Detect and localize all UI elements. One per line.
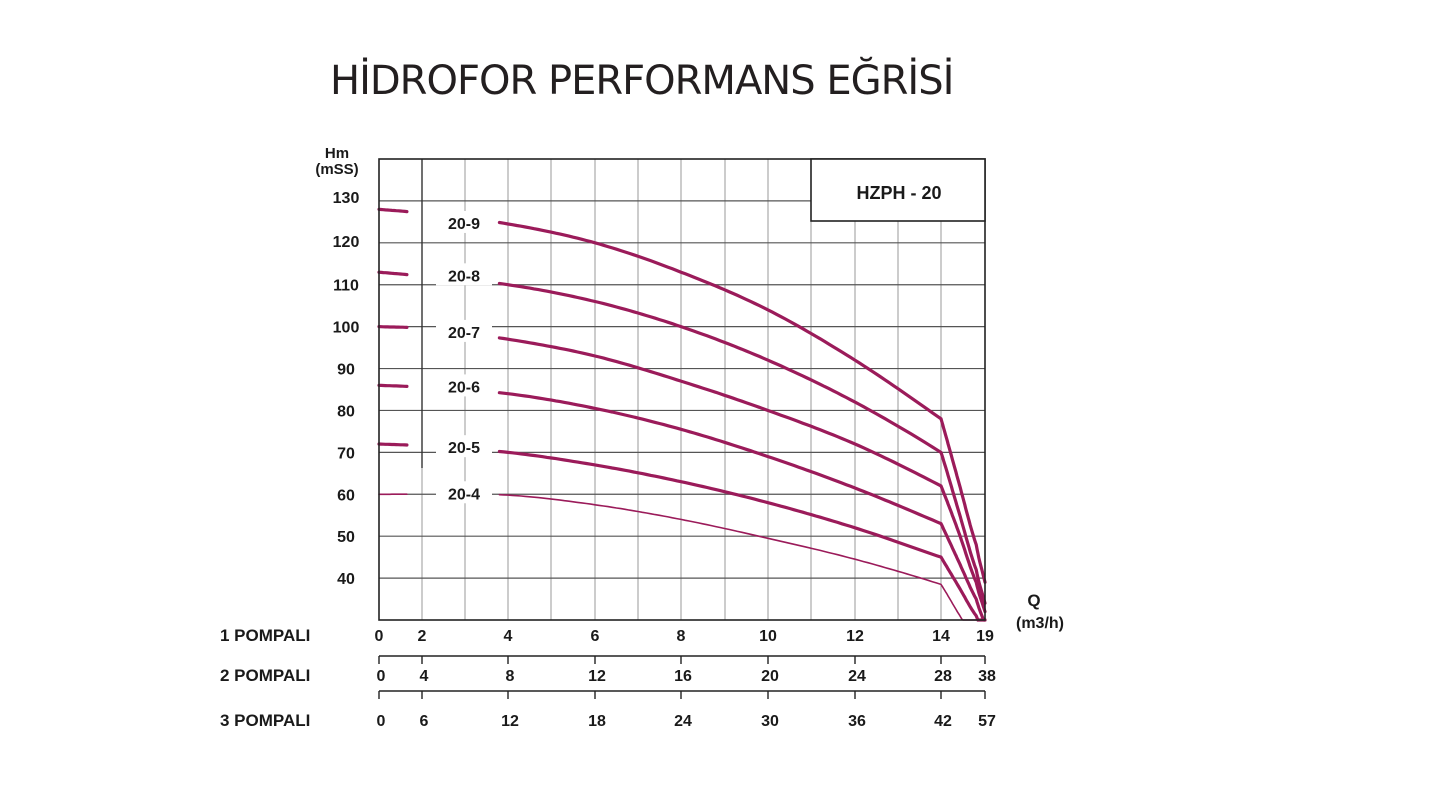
x-tick-label: 18 [588,713,606,730]
series-line-20-5 [377,442,409,447]
series-label-bg [436,210,492,233]
x-tick-label: 12 [846,628,864,645]
series-label-20-9: 20-9 [448,216,480,233]
x-tick-label: 19 [976,628,994,645]
series-label-20-5: 20-5 [448,440,480,457]
series-line-20-5 [497,449,987,622]
x-tick-label: 24 [848,668,866,685]
x-tick-label: 6 [591,628,600,645]
series-line-20-8 [377,270,409,277]
y-tick-label: 90 [337,362,355,379]
y-tick-label: 40 [337,571,355,588]
x-tick-label: 8 [677,628,686,645]
y-tick-label: 120 [333,234,360,251]
series-line-20-7 [377,325,409,329]
pump-row-label: 2 POMPALI [220,666,310,685]
series-label-20-7: 20-7 [448,325,480,342]
y-axis-unit: (mSS) [315,161,358,178]
series-label-20-6: 20-6 [448,379,480,396]
plot-frame [378,158,986,621]
x-tick-label: 4 [504,628,513,645]
x-tick-label: 28 [934,668,952,685]
x-tick-label: 12 [588,668,606,685]
series-label-bg [436,481,492,504]
x-tick-label: 0 [377,713,386,730]
series-label-bg [436,374,492,397]
x-tick-label: 4 [420,668,429,685]
series-line-20-6 [497,391,987,622]
x-tick-label: 42 [934,713,952,730]
x-axis-label: Q [1027,591,1040,610]
pump-row-label: 3 POMPALI [220,711,310,730]
x-tick-label: 12 [501,713,519,730]
series-label-bg [436,319,492,342]
y-axis-label: Hm [325,145,349,162]
x-axis-unit: (m3/h) [1016,615,1064,632]
x-tick-label: 24 [674,713,692,730]
y-tick-label: 130 [333,190,360,207]
x-tick-label: 36 [848,713,866,730]
x-tick-label: 38 [978,668,996,685]
series-label-bg [436,263,492,286]
page-title: HİDROFOR PERFORMANS EĞRİSİ [330,58,954,104]
x-tick-label: 0 [375,628,384,645]
model-label-box [810,158,986,222]
y-tick-label: 50 [337,529,355,546]
x-tick-label: 6 [420,713,429,730]
series-line-20-4 [498,493,986,621]
x-tick-label: 16 [674,668,692,685]
series-line-20-6 [377,383,409,388]
y-tick-label: 100 [333,320,360,337]
curve-labels: 20-9 20-8 20-7 20-6 20-5 20-4 [436,210,492,504]
x-tick-label: 8 [506,668,515,685]
x-tick-label: 0 [377,668,386,685]
series-line-20-8 [497,281,987,605]
series-line-20-9 [497,220,987,584]
x-tick-label: 14 [932,628,950,645]
series-label-20-8: 20-8 [448,268,480,285]
y-tick-label: 70 [337,445,355,462]
y-tick-label: 80 [337,403,355,420]
series-label-bg [436,435,492,458]
x-tick-label: 10 [759,628,777,645]
x-tick-label: 57 [978,713,996,730]
x-tick-label: 2 [418,628,427,645]
model-label: HZPH - 20 [856,183,941,203]
series-line-20-9 [377,207,409,214]
pump-row-label: 1 POMPALI [220,626,310,645]
series-label-20-4: 20-4 [448,486,480,503]
y-tick-label: 60 [337,487,355,504]
axes: HZPH - 20Hm(mSS)405060708090100110120130… [220,145,1064,730]
series-line-20-7 [497,336,987,614]
grid [379,159,985,620]
y-tick-label: 110 [333,278,359,295]
x-tick-label: 30 [761,713,779,730]
x-tick-label: 20 [761,668,779,685]
